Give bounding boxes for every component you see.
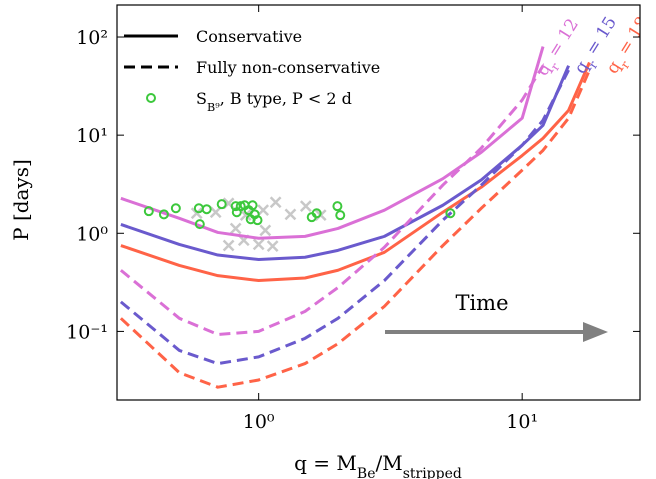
- observed-point: [247, 200, 258, 211]
- background-point: [222, 239, 235, 252]
- annotation: Time: [455, 291, 508, 315]
- background-point: [252, 238, 265, 251]
- background-point: [269, 196, 282, 209]
- observed-point: [252, 215, 263, 226]
- observed-point: [231, 207, 242, 218]
- background-point: [259, 224, 272, 237]
- legend-marker: [146, 93, 156, 103]
- x-axis-label-part: Be: [357, 466, 376, 479]
- background-point: [229, 222, 242, 235]
- observed-point: [216, 199, 227, 210]
- observed-point: [311, 208, 322, 219]
- observed-point: [170, 203, 181, 214]
- legend-label-part: , B type, P < 2 d: [220, 89, 352, 108]
- observed-point: [143, 206, 154, 217]
- y-tick-label: 10¹: [76, 125, 108, 147]
- background-point: [266, 240, 279, 252]
- curve: [120, 46, 545, 240]
- legend-label: Conservative: [196, 27, 302, 46]
- background-point: [257, 204, 270, 217]
- background-point: [284, 208, 297, 221]
- y-axis-label: P [days]: [9, 159, 33, 241]
- observed-point: [445, 208, 456, 219]
- background-point: [209, 206, 222, 219]
- time-arrowhead: [583, 322, 608, 342]
- observed-point: [230, 201, 241, 212]
- curve: [119, 64, 545, 337]
- x-axis-label-part: stripped: [403, 466, 462, 479]
- observed-point: [194, 219, 205, 230]
- background-point: [299, 200, 312, 213]
- curve: [120, 65, 570, 262]
- curve: [120, 61, 591, 283]
- legend-label-part: B⁹: [207, 101, 220, 114]
- curve: [119, 69, 591, 389]
- overlay: 10⁰ 10¹ 10⁻¹ 10⁰ 10¹ 10² q = MBe/Mstripped P [d…: [9, 5, 640, 479]
- legend-label-part: S: [196, 89, 207, 108]
- x-tick-label: 10¹: [506, 411, 538, 433]
- legend-label-part: Fully non-conservative: [196, 58, 380, 77]
- legend-label-part: Conservative: [196, 27, 302, 46]
- x-axis-label-part: /M: [375, 451, 402, 475]
- background-point: [239, 209, 252, 222]
- observed-point: [332, 201, 343, 212]
- curve: [119, 69, 570, 366]
- background-point: [190, 207, 203, 220]
- observed-point: [158, 209, 169, 220]
- observed-point: [335, 210, 346, 221]
- y-tick-label: 10⁻¹: [66, 321, 108, 343]
- legend-label: SB⁹, B type, P < 2 d: [196, 89, 352, 114]
- x-axis-label: q = MBe/Mstripped: [294, 451, 462, 479]
- legend-label: Fully non-conservative: [196, 58, 380, 77]
- observed-point: [201, 204, 212, 215]
- axes-frame: [116, 4, 641, 401]
- x-tick-label: 10⁰: [243, 411, 275, 433]
- x-axis-label-part: q = M: [294, 451, 357, 475]
- y-tick-label: 10²: [76, 27, 108, 49]
- y-tick-label: 10⁰: [76, 223, 108, 245]
